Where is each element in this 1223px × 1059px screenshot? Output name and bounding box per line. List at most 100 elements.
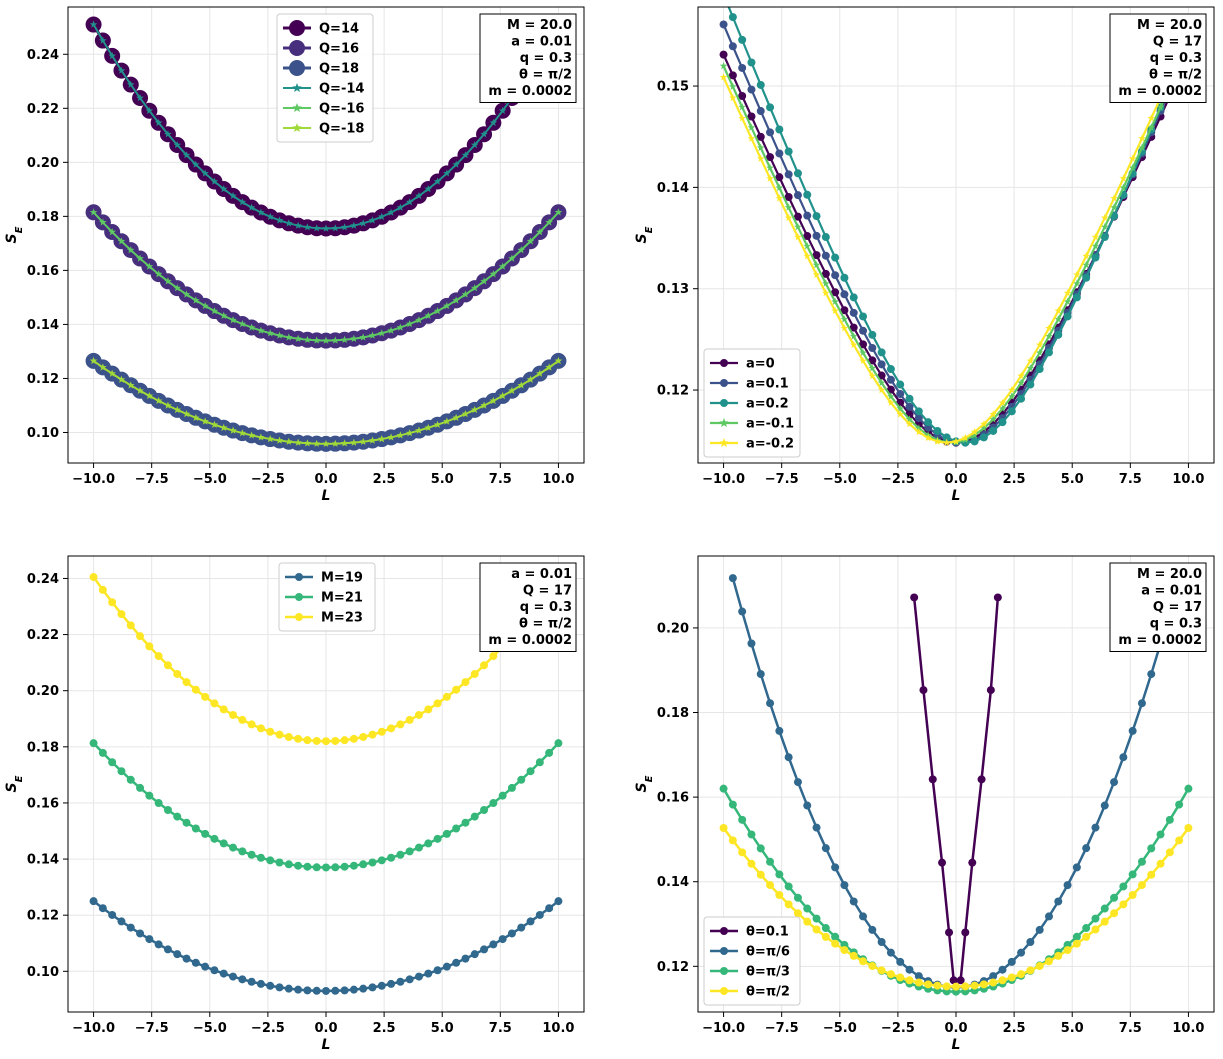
data-point <box>424 423 433 431</box>
data-point <box>387 326 395 334</box>
data-point <box>256 979 265 988</box>
data-point <box>377 212 386 220</box>
legend-label: a=0.1 <box>746 377 789 392</box>
data-point <box>163 806 172 815</box>
data-point <box>275 216 284 224</box>
data-point <box>489 940 498 949</box>
data-point <box>359 733 368 742</box>
x-tick-label: −2.5 <box>251 472 285 487</box>
data-point <box>970 431 979 439</box>
annotation-line: Q = 17 <box>523 584 572 599</box>
data-point <box>766 699 775 708</box>
data-point <box>821 269 830 278</box>
data-point <box>136 783 145 792</box>
data-point <box>859 326 868 335</box>
data-point <box>738 848 747 857</box>
data-point <box>145 791 154 800</box>
data-point <box>396 203 405 211</box>
data-point <box>905 415 914 423</box>
data-point <box>914 407 923 416</box>
data-point <box>1007 407 1016 416</box>
data-point <box>182 678 191 687</box>
data-point <box>784 203 793 211</box>
data-point <box>201 829 210 838</box>
data-point <box>285 219 293 227</box>
data-point <box>766 153 775 162</box>
legend-marker <box>292 123 302 133</box>
data-point <box>303 439 312 447</box>
data-point <box>405 429 414 437</box>
data-point <box>803 917 812 926</box>
data-point <box>1007 392 1016 400</box>
data-point <box>470 812 479 821</box>
data-point <box>201 169 209 177</box>
data-point <box>840 306 849 315</box>
data-point <box>1119 900 1128 909</box>
data-point <box>396 977 405 986</box>
data-point <box>396 323 405 331</box>
y-tick-label: 0.22 <box>27 102 59 117</box>
x-tick-label: −2.5 <box>881 472 915 487</box>
data-point <box>980 424 988 432</box>
data-point <box>970 981 979 990</box>
data-point <box>387 979 396 988</box>
data-point <box>312 224 321 232</box>
data-point <box>886 365 895 374</box>
data-point <box>977 775 986 784</box>
data-point <box>517 775 526 784</box>
data-point <box>877 378 886 387</box>
data-point <box>173 284 182 292</box>
y-tick-label: 0.20 <box>27 156 59 171</box>
data-point <box>554 897 563 906</box>
x-tick-label: 7.5 <box>1119 472 1142 487</box>
data-point <box>970 428 979 436</box>
data-point <box>535 758 544 767</box>
data-point <box>275 983 284 992</box>
data-point <box>285 437 293 445</box>
data-point <box>108 758 117 767</box>
y-tick-label: 0.14 <box>27 318 59 333</box>
data-point <box>470 669 479 678</box>
data-point <box>154 799 163 808</box>
data-point <box>545 748 554 757</box>
data-point <box>914 414 923 423</box>
data-point <box>766 128 775 137</box>
y-tick-label: 0.20 <box>27 684 59 699</box>
data-point <box>377 329 386 337</box>
data-point <box>1110 909 1119 918</box>
data-point <box>340 335 349 344</box>
data-point <box>729 82 737 90</box>
data-point <box>812 823 821 832</box>
data-point <box>191 685 200 694</box>
data-point <box>849 951 858 960</box>
data-point <box>526 237 535 245</box>
data-point <box>1119 183 1128 192</box>
series-group <box>719 7 1193 447</box>
x-tick-label: 10.0 <box>1172 472 1204 487</box>
data-point <box>905 394 914 403</box>
y-tick-label: 0.12 <box>657 384 689 399</box>
data-point <box>452 296 460 304</box>
data-point <box>1054 951 1063 960</box>
data-point <box>1017 378 1025 387</box>
data-point <box>775 726 784 735</box>
y-tick-label: 0.13 <box>657 282 689 297</box>
data-point <box>784 882 793 891</box>
data-point <box>368 216 377 224</box>
data-point <box>414 710 423 719</box>
legend-marker <box>720 927 728 935</box>
data-point <box>415 426 423 434</box>
data-point <box>108 598 117 607</box>
data-point <box>294 334 302 343</box>
data-point <box>849 340 858 349</box>
data-point <box>284 984 293 993</box>
data-point <box>756 670 765 679</box>
data-point <box>536 228 544 236</box>
data-point <box>793 893 802 902</box>
data-point <box>942 982 951 991</box>
x-tick-label: 2.5 <box>373 1021 396 1036</box>
data-point <box>979 433 988 442</box>
data-point <box>303 736 312 745</box>
data-point <box>349 985 358 994</box>
